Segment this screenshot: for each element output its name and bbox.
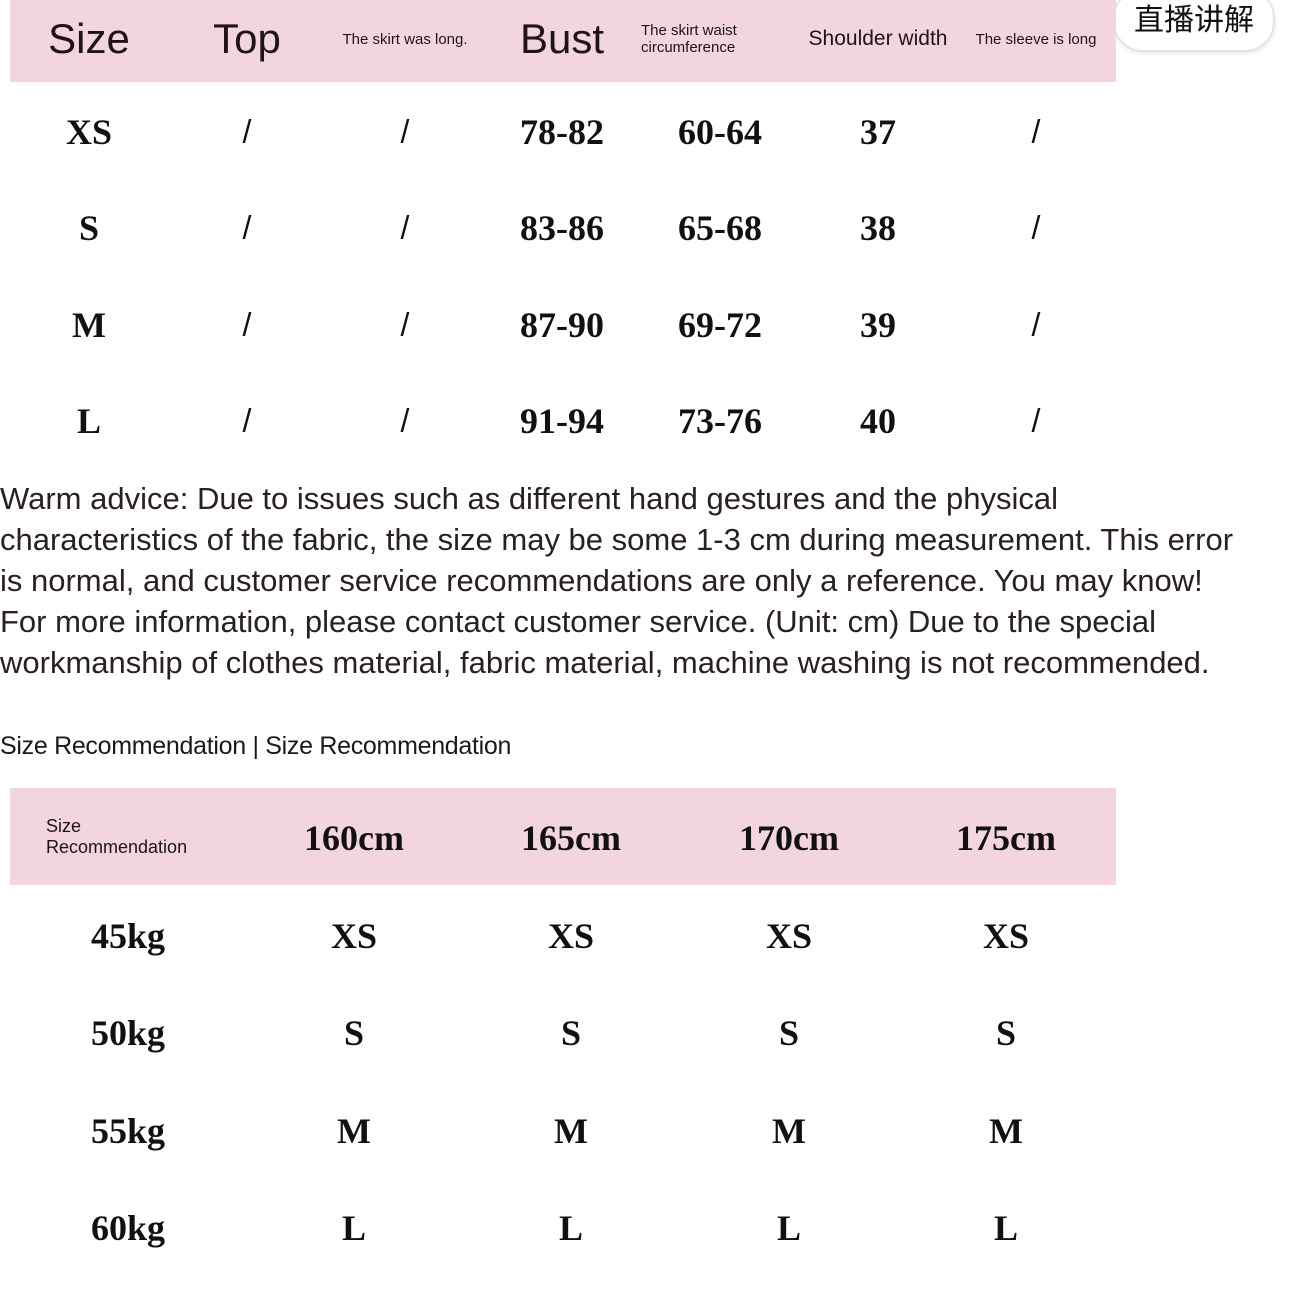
measurement-value: 69-72: [678, 305, 762, 345]
header-cell: Shoulder width: [808, 27, 948, 50]
weight-label: 55kg: [90, 1111, 166, 1151]
recommended-size: L: [341, 1208, 367, 1248]
recommendation-title: Size Recommendation | Size Recommendatio…: [0, 732, 512, 760]
header-cell: Size Recommendation: [46, 815, 188, 857]
measurement-value: /: [1031, 113, 1041, 150]
measurement-value: /: [400, 402, 410, 439]
weight-label: 60kg: [90, 1208, 166, 1248]
header-cell: Bust: [519, 15, 605, 62]
measurement-value: /: [1031, 402, 1041, 439]
recommended-size: XS: [330, 916, 378, 956]
recommended-size: XS: [982, 916, 1030, 956]
measurement-value: /: [242, 306, 252, 343]
recommended-size: M: [554, 1111, 588, 1151]
measurement-value: 39: [860, 305, 896, 345]
header-cell: Top: [213, 15, 281, 62]
measurement-value: 78-82: [520, 112, 604, 152]
measurement-value: 65-68: [678, 208, 762, 248]
measurement-value: 73-76: [678, 401, 762, 441]
measurement-value: 40: [860, 401, 896, 441]
measurement-table-header: [10, 0, 1116, 82]
recommended-size: M: [337, 1111, 371, 1151]
height-header: 165cm: [521, 818, 621, 858]
measurement-value: 37: [860, 112, 896, 152]
recommended-size: M: [989, 1111, 1023, 1151]
recommended-size: L: [558, 1208, 584, 1248]
recommended-size: XS: [765, 916, 813, 956]
recommended-size: S: [343, 1013, 365, 1053]
measurement-value: 87-90: [520, 305, 604, 345]
weight-label: 45kg: [90, 916, 166, 956]
height-header: 160cm: [304, 818, 404, 858]
weight-label: 50kg: [90, 1013, 166, 1053]
header-cell: The skirt waist circumference: [641, 22, 737, 56]
recommendation-table-header: [10, 788, 1116, 885]
measurement-value: 38: [860, 208, 896, 248]
measurement-value: /: [400, 306, 410, 343]
measurement-value: /: [1031, 306, 1041, 343]
recommended-size: M: [772, 1111, 806, 1151]
recommended-size: S: [560, 1013, 582, 1053]
height-header: 175cm: [956, 818, 1056, 858]
measurement-value: /: [1031, 209, 1041, 246]
badge-text: 直播讲解: [1134, 4, 1254, 37]
size-label: M: [72, 305, 106, 345]
size-label: XS: [65, 112, 113, 152]
recommended-size: L: [993, 1208, 1019, 1248]
measurement-value: /: [242, 402, 252, 439]
recommended-size: S: [778, 1013, 800, 1053]
header-cell: Size: [48, 15, 130, 62]
size-label: S: [78, 208, 100, 248]
height-header: 170cm: [739, 818, 839, 858]
recommended-size: L: [776, 1208, 802, 1248]
header-cell: The sleeve is long: [975, 30, 1097, 48]
measurement-value: /: [242, 209, 252, 246]
measurement-value: 60-64: [678, 112, 762, 152]
live-explanation-badge[interactable]: 直播讲解: [1113, 0, 1275, 52]
measurement-value: /: [400, 113, 410, 150]
measurement-value: /: [242, 113, 252, 150]
recommended-size: XS: [547, 916, 595, 956]
measurement-value: /: [400, 209, 410, 246]
recommended-size: S: [995, 1013, 1017, 1053]
size-label: L: [76, 401, 102, 441]
header-cell: The skirt was long.: [342, 30, 468, 48]
measurement-value: 83-86: [520, 208, 604, 248]
measurement-value: 91-94: [520, 401, 604, 441]
warm-advice-text: Warm advice: Due to issues such as diffe…: [0, 481, 1234, 680]
